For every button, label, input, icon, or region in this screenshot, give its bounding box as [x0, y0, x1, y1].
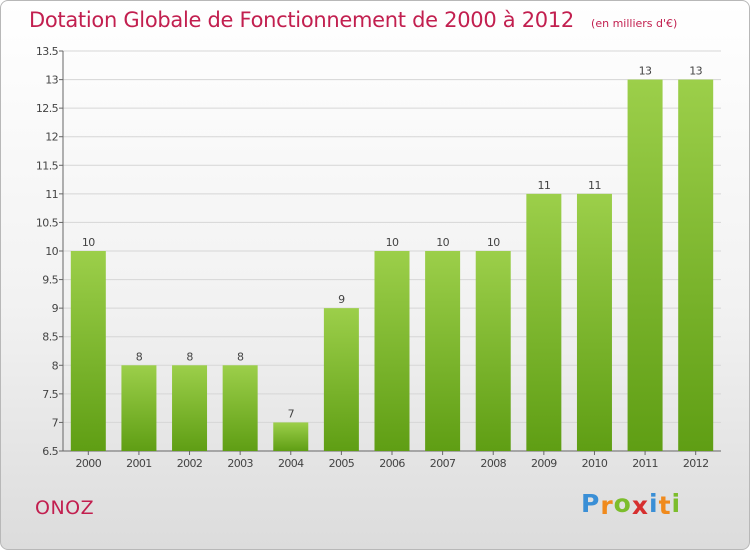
x-tick-label: 2010 — [582, 457, 608, 470]
logo-letter: t — [658, 491, 672, 520]
data-label: 11 — [537, 179, 550, 192]
logo-letter: x — [631, 491, 649, 520]
y-tick-label: 10.5 — [36, 216, 59, 229]
bars — [70, 79, 714, 452]
data-label: 8 — [186, 350, 193, 363]
x-tick-label: 2001 — [126, 457, 152, 470]
bar — [475, 251, 511, 451]
x-tick-label: 2004 — [278, 457, 304, 470]
data-label: 10 — [386, 236, 399, 249]
chart-title: Dotation Globale de Fonctionnement de 20… — [29, 8, 574, 32]
data-label: 8 — [136, 350, 143, 363]
bar — [526, 193, 562, 451]
commune-name: ONOZ — [35, 497, 95, 519]
x-tick-label: 2009 — [531, 457, 557, 470]
y-tick-label: 7 — [52, 416, 59, 429]
x-tick-label: 2012 — [683, 457, 709, 470]
bar — [576, 193, 612, 451]
title-row: Dotation Globale de Fonctionnement de 20… — [29, 8, 677, 32]
proxiti-logo: Proxiti — [581, 489, 682, 520]
labels: 6.5 7 7.5 8 8.5 9 9.5 10 10.5 11 11.5 12 12.5 13 13.5 1… — [36, 45, 709, 470]
y-tick-label: 11 — [45, 188, 58, 201]
x-tick-label: 2008 — [480, 457, 506, 470]
bar — [425, 251, 461, 451]
x-tick-label: 2003 — [227, 457, 253, 470]
y-tick-label: 9.5 — [42, 274, 58, 287]
data-label: 9 — [338, 293, 345, 306]
y-tick-label: 12 — [45, 131, 58, 144]
y-tick-label: 9 — [52, 302, 59, 315]
y-tick-label: 10 — [45, 245, 58, 258]
y-tick-label: 12.5 — [36, 102, 59, 115]
data-label: 10 — [487, 236, 500, 249]
x-tick-label: 2006 — [379, 457, 405, 470]
data-label: 10 — [436, 236, 449, 249]
logo-letter: i — [671, 489, 682, 518]
y-tick-label: 7.5 — [42, 388, 58, 401]
x-tick-label: 2002 — [177, 457, 203, 470]
bar — [323, 308, 359, 451]
y-tick-label: 8 — [52, 359, 59, 372]
data-label: 10 — [82, 236, 95, 249]
y-tick-label: 8.5 — [42, 331, 58, 344]
y-tick-label: 11.5 — [36, 159, 59, 172]
x-tick-label: 2005 — [329, 457, 355, 470]
logo-letter: r — [600, 491, 614, 520]
y-tick-label: 6.5 — [42, 445, 58, 458]
bar — [222, 365, 258, 451]
bar — [121, 365, 157, 451]
chart-unit: (en milliers d'€) — [591, 17, 678, 30]
bar — [627, 79, 663, 452]
data-label: 8 — [237, 350, 244, 363]
data-label: 13 — [689, 65, 702, 78]
bar — [70, 251, 106, 451]
logo-letter: P — [581, 489, 601, 518]
y-tick-label: 13.5 — [36, 45, 59, 58]
bar — [273, 422, 309, 451]
logo-letter: i — [649, 489, 659, 518]
data-label: 7 — [288, 407, 295, 420]
bar — [678, 79, 714, 452]
logo-letter: o — [613, 489, 632, 518]
x-tick-label: 2000 — [76, 457, 102, 470]
data-label: 11 — [588, 179, 601, 192]
x-tick-label: 2007 — [430, 457, 456, 470]
bar — [374, 251, 410, 451]
y-tick-label: 13 — [45, 74, 58, 87]
bar — [172, 365, 208, 451]
x-tick-label: 2011 — [632, 457, 658, 470]
data-label: 13 — [639, 65, 652, 78]
